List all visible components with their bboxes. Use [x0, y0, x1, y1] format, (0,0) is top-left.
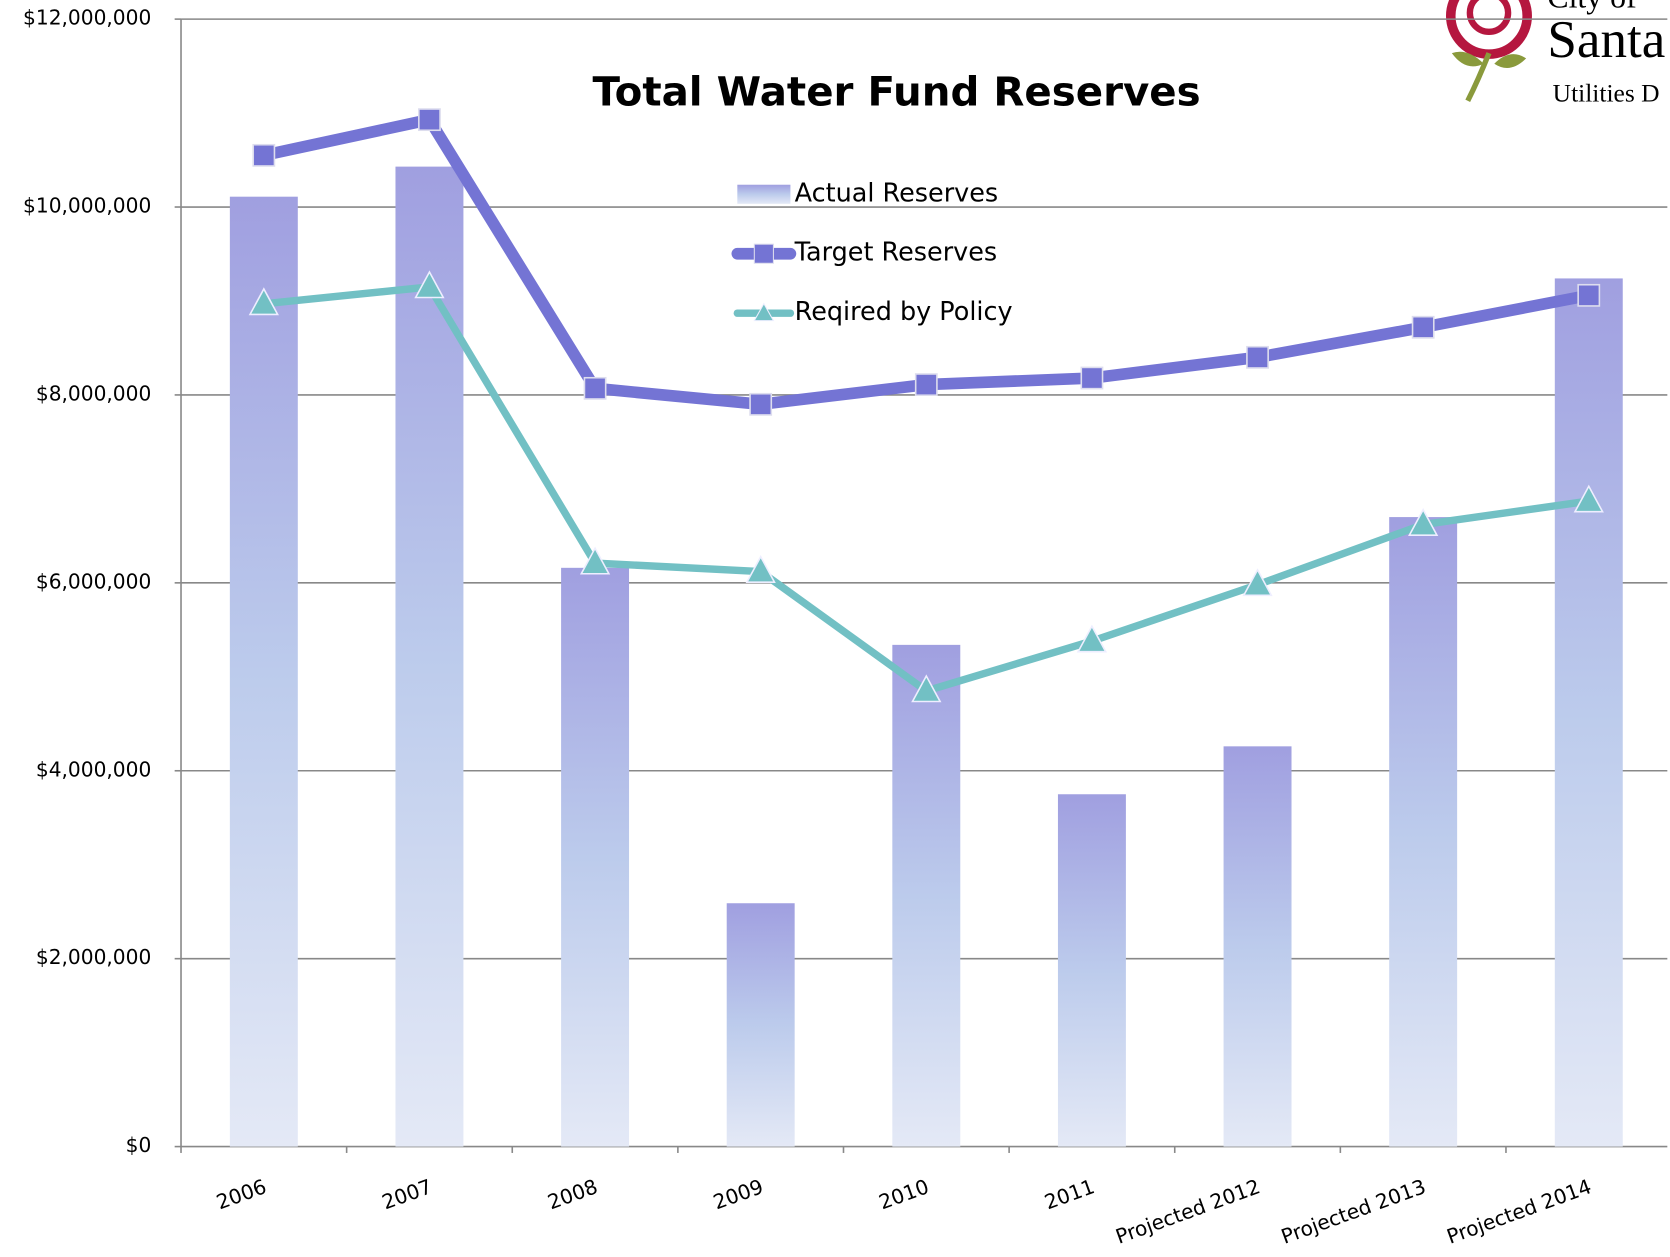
x-tick-label: 2006: [213, 1174, 269, 1214]
y-tick-label: $12,000,000: [23, 6, 151, 30]
marker: [248, 287, 279, 316]
legend-label: Actual Reserves: [795, 178, 999, 208]
chart-title: Total Water Fund Reserves: [592, 68, 1200, 115]
marker: [745, 555, 776, 583]
x-tick-label: 2007: [379, 1174, 435, 1214]
bar: [892, 644, 961, 1147]
marker: [583, 376, 607, 400]
marker: [1246, 345, 1269, 369]
bar: [1223, 746, 1292, 1147]
bar: [1057, 794, 1126, 1147]
x-tick-label: Projected 2014: [1444, 1174, 1595, 1248]
legend-label: Reqired by Policy: [795, 297, 1013, 327]
logo-text: City of: [1547, 0, 1637, 14]
legend-marker: [753, 243, 774, 264]
bar: [229, 196, 298, 1147]
y-tick-label: $2,000,000: [36, 945, 151, 969]
legend-marker: [753, 302, 775, 322]
marker: [749, 392, 773, 416]
marker: [1076, 624, 1108, 653]
bar: [395, 166, 464, 1147]
x-tick-label: 2010: [876, 1174, 932, 1214]
marker: [579, 546, 611, 575]
x-tick-label: 2008: [544, 1174, 600, 1214]
legend-label: Target Reserves: [794, 238, 998, 268]
bar: [726, 903, 795, 1147]
y-tick-label: $0: [126, 1133, 152, 1157]
x-tick-label: 2009: [710, 1174, 766, 1214]
marker: [1408, 508, 1439, 537]
logo: City of Santa Utilities D: [1445, 0, 1665, 107]
marker: [252, 143, 276, 167]
logo-text: Santa: [1547, 11, 1665, 69]
marker: [1080, 366, 1104, 390]
x-tick-label: 2011: [1041, 1174, 1097, 1214]
x-tick-label: Projected 2013: [1278, 1174, 1429, 1248]
marker: [414, 270, 445, 299]
bar: [1554, 278, 1623, 1147]
x-tick-label: Projected 2012: [1112, 1174, 1263, 1248]
marker: [1411, 315, 1435, 339]
y-tick-label: $10,000,000: [23, 194, 151, 218]
marker: [418, 108, 441, 132]
y-tick-label: $4,000,000: [36, 757, 151, 781]
marker: [911, 674, 942, 703]
marker: [1577, 283, 1601, 307]
y-tick-label: $6,000,000: [36, 569, 151, 593]
marker: [914, 373, 938, 397]
bar: [1389, 517, 1458, 1147]
y-tick-label: $8,000,000: [36, 381, 151, 405]
marker: [1573, 484, 1604, 513]
logo-text: Utilities D: [1553, 78, 1660, 107]
bar: [561, 567, 630, 1147]
marker: [1242, 568, 1273, 597]
legend-swatch: [737, 184, 791, 204]
